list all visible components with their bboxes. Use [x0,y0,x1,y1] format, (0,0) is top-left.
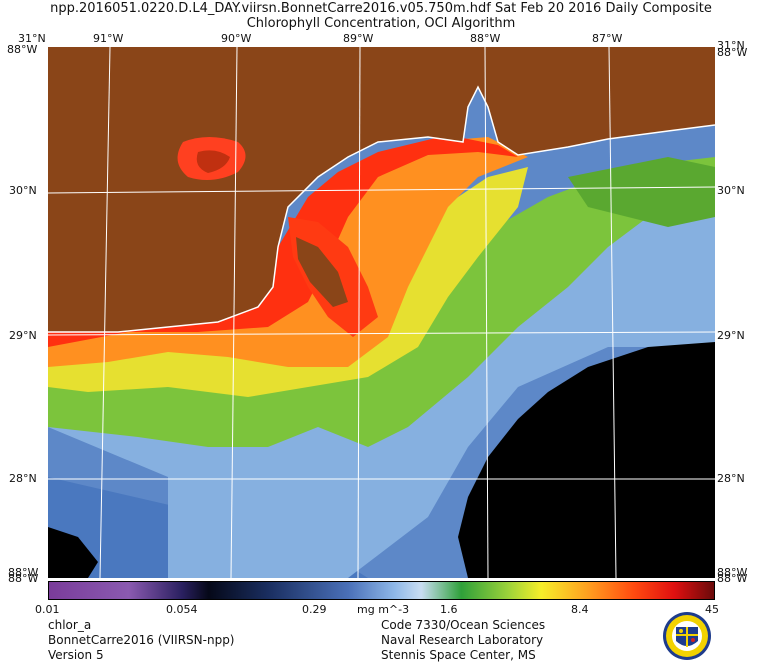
lat-label-30n-left: 30°N [9,184,37,197]
lat-label-29n-left: 29°N [9,329,37,342]
meridian-88w [484,47,489,578]
corner-label-top-left: 31°N [18,32,46,45]
corner-label-top-right-b: 88°W [717,46,748,59]
parallel-30n [48,186,715,194]
land [48,47,715,332]
meridian-90w [230,47,238,578]
lon-label-89w: 89°W [343,32,374,45]
meridian-89w [357,47,361,578]
lon-label-88w: 88°W [470,32,501,45]
no-data-sw-patch [48,527,98,578]
lon-label-87w: 87°W [592,32,623,45]
corner-label-bottom-right-b: 88°W [717,572,748,585]
orange-plume [48,137,528,367]
parallel-29n [48,331,715,336]
coastline [48,85,715,333]
footer-lab: Naval Research Laboratory [381,633,544,647]
delta-land [296,237,348,307]
lake-inner [196,150,230,173]
corner-label-top-right: 31°N [717,39,745,52]
colorbar-tick-0-054: 0.054 [166,603,198,616]
lon-label-90w: 90°W [221,32,252,45]
chlorophyll-map [48,47,715,578]
lat-label-28n-right: 28°N [717,472,745,485]
colorbar-tick-1-6: 1.6 [440,603,458,616]
corner-label-bottom-left: 88°W [8,566,39,579]
colorbar [48,581,715,600]
footer-version: Version 5 [48,648,104,662]
colorbar-tick-0-29: 0.29 [302,603,327,616]
corner-label-bottom-right: 88°W [717,566,748,579]
title-line-2: Chlorophyll Concentration, OCI Algorithm [246,16,516,31]
no-data-deep-gulf [458,342,715,578]
meridian-87w [608,47,617,578]
footer-dataset: BonnetCarre2016 (VIIRSN-npp) [48,633,235,647]
lon-label-91w: 91°W [93,32,124,45]
lat-label-28n-left: 28°N [9,472,37,485]
footer-location: Stennis Space Center, MS [381,648,536,662]
corner-label-top-left-b: 88°W [7,43,38,56]
meridian-91w [99,47,111,578]
nrl-seal-icon [663,612,711,660]
colorbar-tick-8-4: 8.4 [571,603,589,616]
lat-label-29n-right: 29°N [717,329,745,342]
corner-label-bottom-left-b: 88°W [8,572,39,585]
graticule [48,47,715,578]
colorbar-unit: mg m^-3 [357,603,410,616]
footer-code: Code 7330/Ocean Sciences [381,618,546,632]
red-nearshore [48,135,518,347]
title-line-1: npp.2016051.0220.D.L4_DAY.viirsn.BonnetC… [50,1,712,16]
colorbar-tick-45: 45 [705,603,719,616]
colorbar-tick-0-01: 0.01 [35,603,60,616]
footer-product: chlor_a [48,618,92,632]
green-offshore [568,157,715,227]
lat-label-30n-right: 30°N [717,184,745,197]
